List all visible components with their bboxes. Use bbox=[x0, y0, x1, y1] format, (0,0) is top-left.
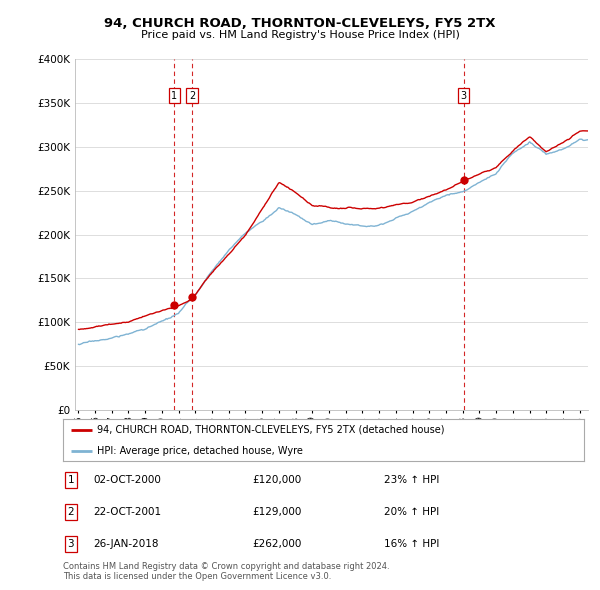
Text: HPI: Average price, detached house, Wyre: HPI: Average price, detached house, Wyre bbox=[97, 446, 303, 455]
Text: 94, CHURCH ROAD, THORNTON-CLEVELEYS, FY5 2TX: 94, CHURCH ROAD, THORNTON-CLEVELEYS, FY5… bbox=[104, 17, 496, 30]
Text: 1: 1 bbox=[172, 91, 178, 101]
Text: 1: 1 bbox=[67, 476, 74, 485]
Text: 94, CHURCH ROAD, THORNTON-CLEVELEYS, FY5 2TX (detached house): 94, CHURCH ROAD, THORNTON-CLEVELEYS, FY5… bbox=[97, 425, 445, 434]
Text: Contains HM Land Registry data © Crown copyright and database right 2024.: Contains HM Land Registry data © Crown c… bbox=[63, 562, 389, 571]
Text: 3: 3 bbox=[461, 91, 467, 101]
Text: This data is licensed under the Open Government Licence v3.0.: This data is licensed under the Open Gov… bbox=[63, 572, 331, 581]
Text: 02-OCT-2000: 02-OCT-2000 bbox=[93, 476, 161, 485]
Text: 23% ↑ HPI: 23% ↑ HPI bbox=[384, 476, 439, 485]
Text: £262,000: £262,000 bbox=[252, 539, 301, 549]
Text: Price paid vs. HM Land Registry's House Price Index (HPI): Price paid vs. HM Land Registry's House … bbox=[140, 30, 460, 40]
Text: 3: 3 bbox=[67, 539, 74, 549]
Text: 26-JAN-2018: 26-JAN-2018 bbox=[93, 539, 158, 549]
Text: 16% ↑ HPI: 16% ↑ HPI bbox=[384, 539, 439, 549]
Text: 22-OCT-2001: 22-OCT-2001 bbox=[93, 507, 161, 517]
Text: £120,000: £120,000 bbox=[252, 476, 301, 485]
Text: 20% ↑ HPI: 20% ↑ HPI bbox=[384, 507, 439, 517]
Text: £129,000: £129,000 bbox=[252, 507, 301, 517]
Text: 2: 2 bbox=[189, 91, 195, 101]
Text: 2: 2 bbox=[67, 507, 74, 517]
